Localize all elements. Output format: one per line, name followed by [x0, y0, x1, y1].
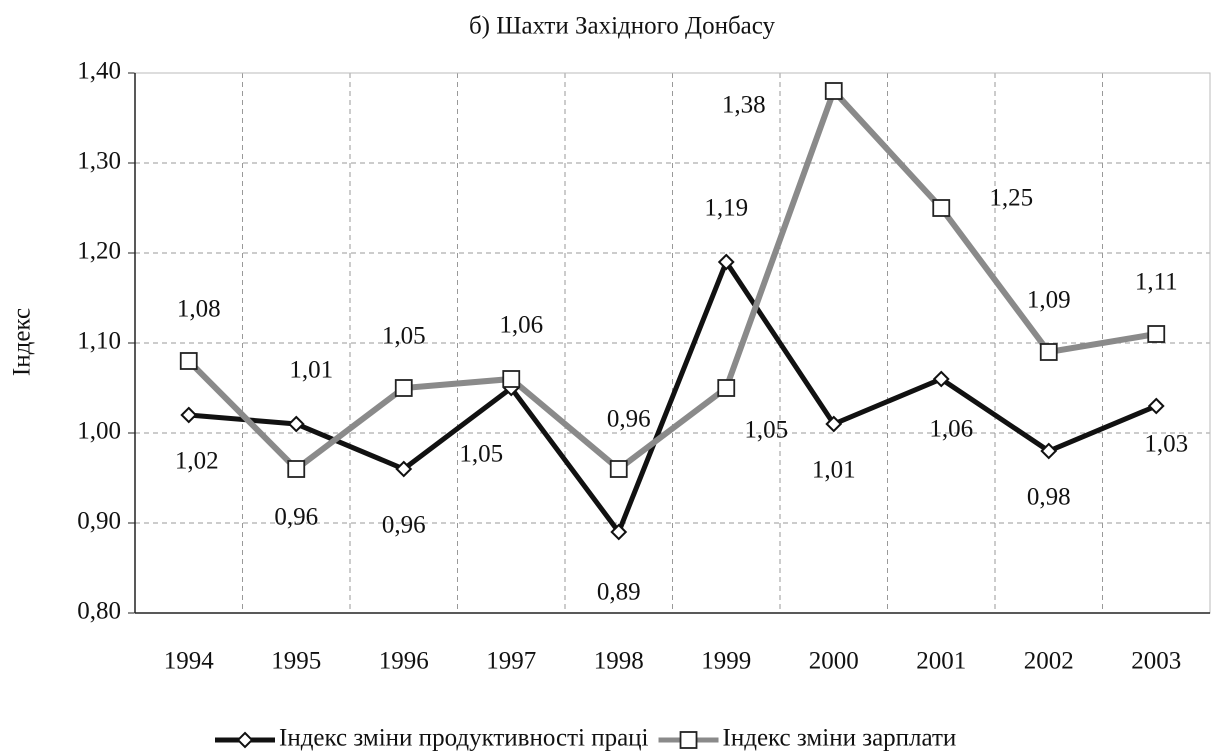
x-tick-label: 1994: [164, 648, 215, 675]
marker: [179, 352, 198, 370]
data-label: 0,98: [1027, 484, 1071, 511]
marker: [180, 406, 198, 424]
legend-label: Індекс зміни зарплати: [723, 725, 957, 752]
data-label: 1,11: [1135, 269, 1178, 296]
data-label: 1,02: [175, 448, 219, 475]
x-tick-label: 2000: [809, 648, 859, 675]
marker: [1040, 442, 1058, 460]
marker: [502, 370, 521, 388]
y-tick-label: 1,40: [77, 58, 121, 85]
data-label: 0,96: [382, 512, 426, 539]
legend-label: Індекс зміни продуктивності праці: [279, 725, 649, 752]
data-label: 1,01: [812, 457, 856, 484]
x-tick-label: 1996: [379, 648, 429, 675]
marker: [825, 415, 843, 433]
data-label: 0,96: [274, 504, 318, 531]
data-label: 1,09: [1027, 287, 1071, 314]
marker: [824, 82, 843, 100]
marker: [717, 253, 735, 271]
marker: [932, 199, 951, 217]
data-label: 0,89: [597, 579, 641, 606]
data-label: 1,19: [704, 195, 748, 222]
data-label: 1,05: [459, 441, 503, 468]
y-tick-label: 1,10: [77, 328, 121, 355]
marker: [1039, 343, 1058, 361]
data-label: 0,96: [607, 406, 651, 433]
y-tick-label: 0,80: [77, 598, 121, 625]
data-label: 1,25: [989, 185, 1033, 212]
data-label: 1,03: [1144, 431, 1188, 458]
data-label: 1,05: [382, 323, 426, 350]
marker: [932, 370, 950, 388]
x-tick-label: 2003: [1131, 648, 1181, 675]
marker: [395, 460, 413, 478]
data-label: 1,06: [499, 312, 543, 339]
series-line: [188, 256, 1158, 538]
y-tick-label: 1,20: [77, 238, 121, 265]
marker: [679, 731, 698, 749]
y-tick-label: 1,30: [77, 148, 121, 175]
data-label: 1,08: [177, 296, 221, 323]
x-tick-label: 1999: [701, 648, 751, 675]
x-tick-label: 2002: [1024, 648, 1074, 675]
data-label: 1,06: [929, 416, 973, 443]
x-tick-label: 1998: [594, 648, 644, 675]
x-tick-label: 1997: [486, 648, 536, 675]
y-tick-label: 1,00: [77, 418, 121, 445]
chart-title: б) Шахти Західного Донбасу: [469, 13, 776, 40]
marker: [394, 379, 413, 397]
marker: [1147, 397, 1165, 415]
marker: [609, 460, 628, 478]
data-label: 1,38: [722, 92, 766, 119]
marker: [1147, 325, 1166, 343]
data-label: 1,01: [289, 357, 333, 384]
x-tick-label: 2001: [916, 648, 966, 675]
marker: [236, 731, 254, 749]
marker: [287, 415, 305, 433]
x-tick-label: 1995: [271, 648, 321, 675]
series-line: [186, 85, 1157, 473]
marker: [610, 523, 628, 541]
data-label: 1,05: [744, 417, 788, 444]
marker: [717, 379, 736, 397]
marker: [287, 460, 306, 478]
y-axis-label: Індекс: [9, 308, 36, 376]
y-tick-label: 0,90: [77, 508, 121, 535]
